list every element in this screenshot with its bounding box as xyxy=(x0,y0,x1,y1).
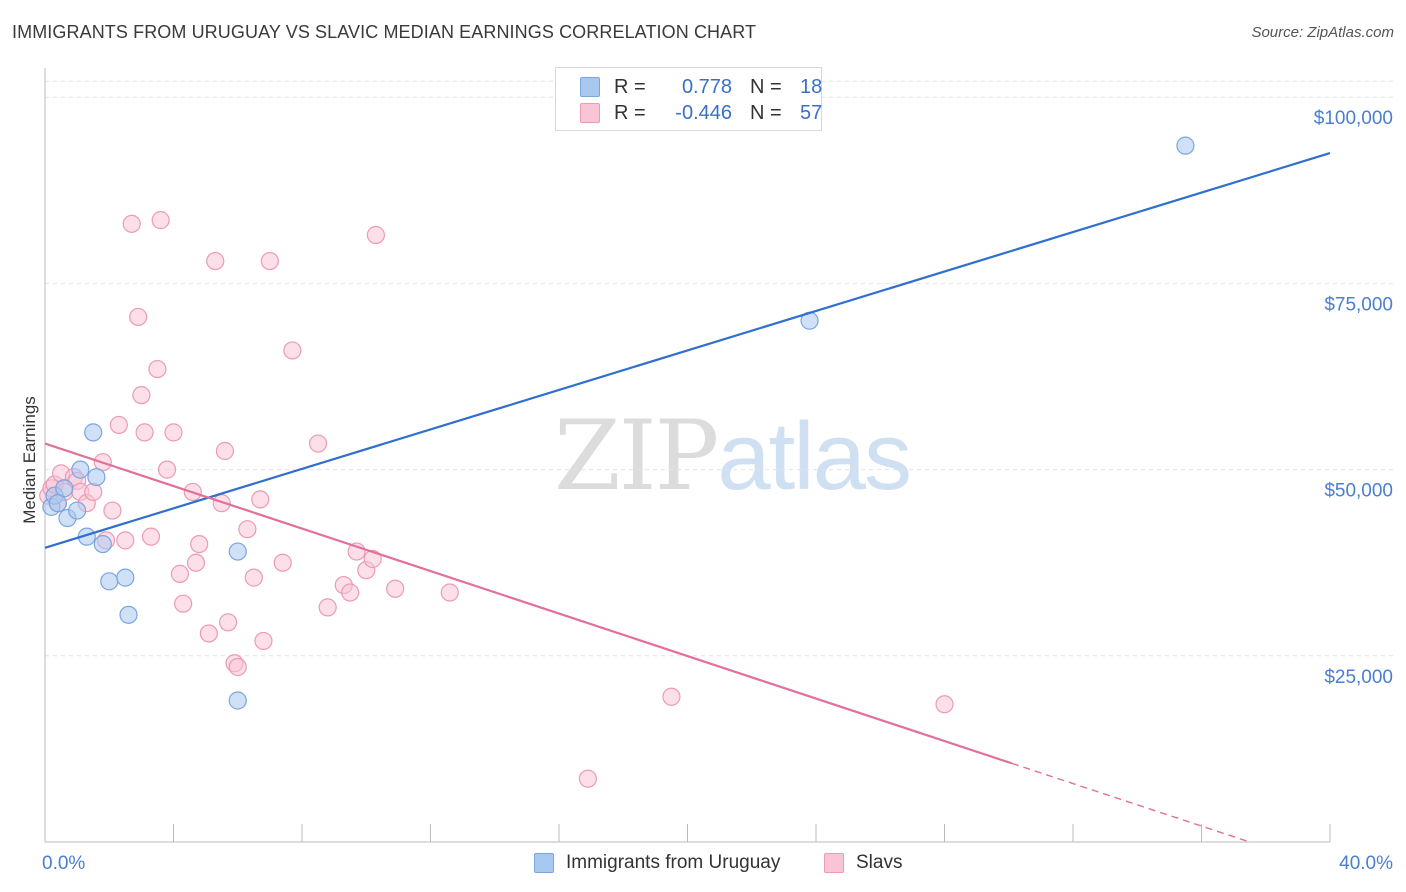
legend-item-slavs: Slavs xyxy=(824,852,902,874)
slavs-point xyxy=(141,527,161,546)
slavs-point xyxy=(273,553,292,572)
slavs-point xyxy=(386,579,405,598)
source-credit: Source: ZipAtlas.com xyxy=(1251,24,1394,41)
y-tick-label: $75,000 xyxy=(1324,294,1393,315)
watermark-atlas: atlas xyxy=(717,403,912,510)
slavs-point xyxy=(228,657,247,677)
uruguay-point xyxy=(119,605,138,624)
legend-row-slavs: R = -0.446 N = 57 xyxy=(580,100,822,126)
slavs-point xyxy=(366,225,385,245)
slavs-point xyxy=(109,415,128,435)
slavs-point xyxy=(215,441,234,461)
slavs-point xyxy=(135,423,154,442)
slavs-point xyxy=(363,549,382,569)
slavs-point xyxy=(148,359,167,379)
uruguay-point xyxy=(116,568,135,587)
legend-n-value: 57 xyxy=(800,101,823,124)
y-tick-label: $25,000 xyxy=(1324,667,1393,688)
legend-swatch-uruguay xyxy=(580,77,600,97)
uruguay-point xyxy=(100,572,119,591)
slavs-point xyxy=(132,386,151,405)
slavs-point xyxy=(116,531,135,550)
y-tick-label: $50,000 xyxy=(1324,481,1393,502)
slavs-point xyxy=(254,631,273,651)
slavs-point xyxy=(170,564,190,583)
slavs-point xyxy=(186,553,206,572)
slavs-point xyxy=(206,251,225,271)
slavs-point xyxy=(238,520,257,539)
slavs-point xyxy=(151,211,170,230)
slavs-point xyxy=(935,695,954,714)
correlation-legend: R = 0.778 N = 18 R = -0.446 N = 57 xyxy=(555,67,822,131)
uruguay-point xyxy=(93,534,112,554)
legend-swatch-slavs xyxy=(824,853,844,873)
x-tick-label: 40.0% xyxy=(1339,853,1393,874)
legend-item-uruguay: Immigrants from Uruguay xyxy=(534,852,780,874)
slavs-point xyxy=(129,307,148,327)
legend-row-uruguay: R = 0.778 N = 18 xyxy=(580,74,822,100)
legend-swatch-uruguay xyxy=(534,853,554,873)
y-axis-label: Median Earnings xyxy=(20,396,39,524)
slavs-point xyxy=(308,434,328,453)
slavs-point xyxy=(84,482,103,502)
uruguay-point xyxy=(87,467,106,487)
slavs-trend-line xyxy=(44,442,1013,765)
slavs-point xyxy=(283,341,302,360)
slavs-trend-line-extension xyxy=(1011,762,1250,843)
legend-n-label: N = xyxy=(750,101,782,124)
legend-swatch-slavs xyxy=(580,103,600,123)
slavs-point xyxy=(578,769,598,788)
legend-r-value: 0.778 xyxy=(681,75,732,98)
slavs-point xyxy=(174,594,193,613)
uruguay-point xyxy=(228,691,247,710)
slavs-point xyxy=(164,423,183,442)
y-tick-label: $100,000 xyxy=(1314,108,1393,129)
slavs-point xyxy=(122,214,141,233)
legend-label-uruguay: Immigrants from Uruguay xyxy=(566,852,781,873)
slavs-point xyxy=(341,583,360,602)
uruguay-point xyxy=(71,460,90,479)
slavs-point xyxy=(440,583,459,602)
chart-title: IMMIGRANTS FROM URUGUAY VS SLAVIC MEDIAN… xyxy=(12,22,757,42)
slavs-point xyxy=(157,460,177,479)
legend-r-value: -0.446 xyxy=(675,101,732,124)
slavs-point xyxy=(244,568,263,587)
x-tick-label: 0.0% xyxy=(42,853,85,874)
uruguay-point xyxy=(228,542,247,561)
slavs-point xyxy=(260,251,279,271)
watermark: ZIPatlas xyxy=(554,400,912,512)
uruguay-point xyxy=(1176,136,1195,155)
legend-n-label: N = xyxy=(750,75,782,98)
uruguay-point xyxy=(48,494,67,513)
slavs-point xyxy=(103,501,122,520)
slavs-point xyxy=(190,534,209,554)
uruguay-point xyxy=(68,501,87,520)
legend-r-label: R = xyxy=(614,75,646,98)
uruguay-point xyxy=(84,423,103,442)
watermark-zip: ZIP xyxy=(554,400,719,512)
legend-n-value: 18 xyxy=(800,75,823,98)
slavs-point xyxy=(251,490,270,509)
uruguay-trend-line xyxy=(44,152,1331,549)
legend-label-slavs: Slavs xyxy=(856,852,903,873)
slavs-point xyxy=(219,613,238,632)
slavs-point xyxy=(318,598,337,617)
slavs-point xyxy=(662,687,681,706)
slavs-point xyxy=(199,624,218,643)
legend-r-label: R = xyxy=(614,101,646,124)
